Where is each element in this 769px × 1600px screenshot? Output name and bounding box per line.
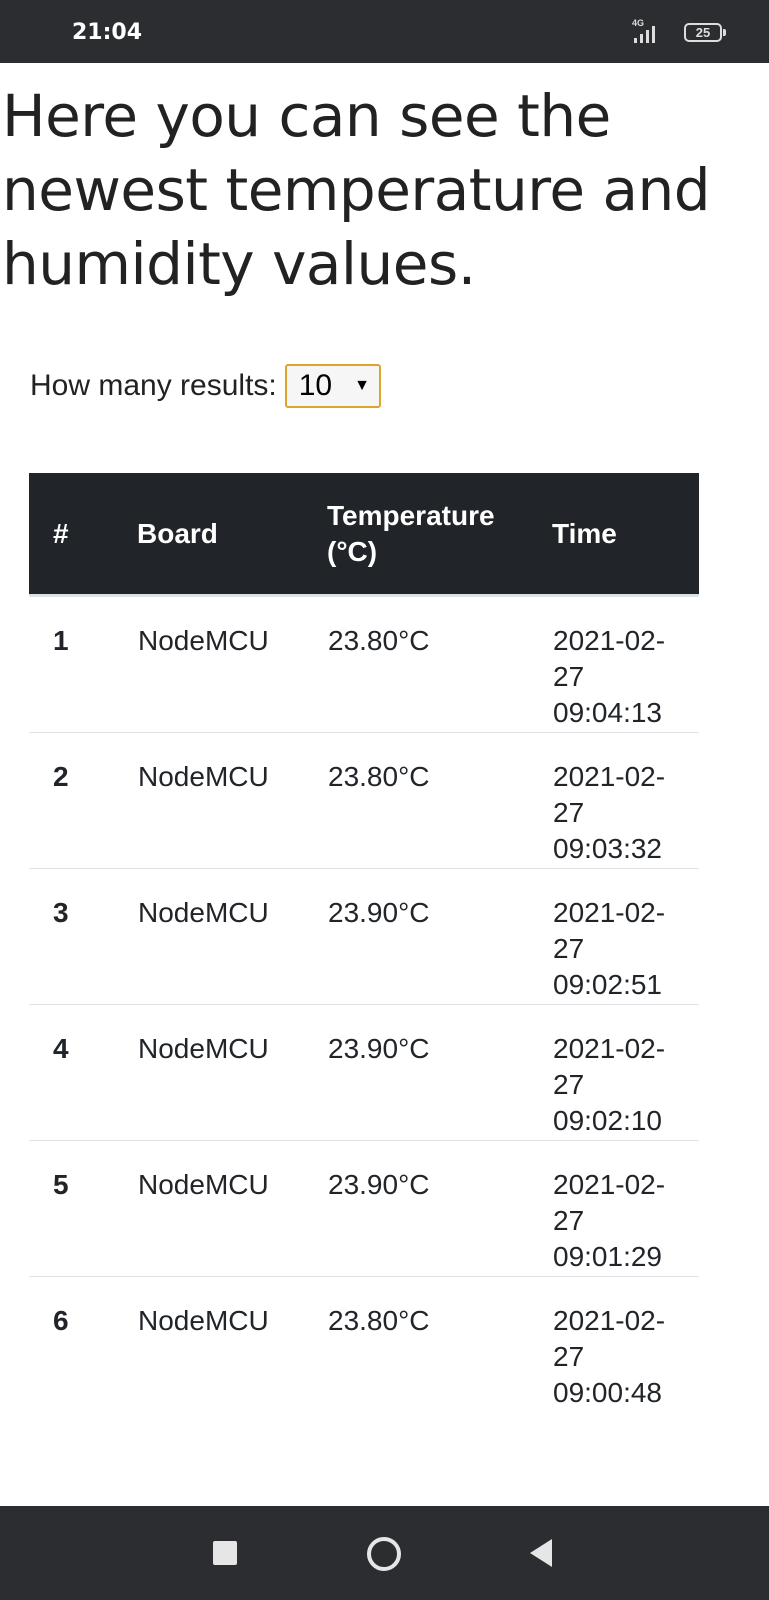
cell-time: 2021-02-27 09:01:29 [552,1141,699,1277]
battery-icon: 25 [684,23,726,42]
cell-index: 3 [53,897,69,928]
cell-index: 2 [53,761,69,792]
cell-time: 2021-02-27 09:02:10 [552,1005,699,1141]
readings-table: # Board Temperature (°C) Time 1 NodeMCU … [29,473,699,1412]
navigation-bar [0,1506,769,1600]
cell-temperature: 23.90°C [328,897,430,928]
table-row: 4 NodeMCU 23.90°C 2021-02-27 09:02:10 [29,1004,699,1141]
page-title: Here you can see the newest temperature … [2,82,711,298]
cell-time-value: 2021-02-27 09:04:13 [553,625,666,728]
results-select[interactable]: 10 ▼ [284,364,381,408]
table-row: 6 NodeMCU 23.80°C 2021-02-27 09:00:48 [29,1276,699,1413]
cell-time: 2021-02-27 09:02:51 [552,869,699,1005]
cell-board: NodeMCU [138,1033,269,1064]
table-row: 3 NodeMCU 23.90°C 2021-02-27 09:02:51 [29,868,699,1005]
results-filter: How many results: 10 ▼ [30,363,381,409]
column-header-time: Time [552,517,617,549]
cell-index: 4 [53,1033,69,1064]
cell-temperature: 23.80°C [328,1305,430,1336]
results-select-value: 10 [298,369,333,402]
table-row: 1 NodeMCU 23.80°C 2021-02-27 09:04:13 [29,595,699,733]
column-header-index: # [53,517,69,549]
network-type: 4G [632,18,645,28]
cell-index: 6 [53,1305,69,1336]
recents-square-icon[interactable] [213,1541,237,1565]
chevron-down-icon: ▼ [354,377,370,394]
cell-time-value: 2021-02-27 09:03:32 [553,761,666,864]
signal-icon: 4G [630,18,670,46]
cell-temperature: 23.80°C [328,625,430,656]
results-label: How many results: [30,369,277,402]
back-triangle-icon[interactable] [530,1539,552,1567]
table-row: 5 NodeMCU 23.90°C 2021-02-27 09:01:29 [29,1140,699,1277]
cell-board: NodeMCU [138,761,269,792]
column-header-temperature-label: Temperature (°C) [327,499,495,567]
status-bar: 21:04 4G 25 [0,0,769,63]
cell-time-value: 2021-02-27 09:02:51 [553,897,666,1000]
column-header-board: Board [137,517,218,549]
page-content: Here you can see the newest temperature … [0,63,769,1506]
cell-index: 1 [53,625,69,656]
battery-level: 25 [695,25,711,40]
home-circle-icon[interactable] [367,1537,401,1571]
column-header-temperature: Temperature (°C) [327,473,552,596]
cell-time-value: 2021-02-27 09:01:29 [553,1169,666,1272]
cell-time: 2021-02-27 09:03:32 [552,733,699,869]
cell-temperature: 23.90°C [328,1169,430,1200]
cell-board: NodeMCU [138,897,269,928]
cell-board: NodeMCU [138,1169,269,1200]
table-header-row: # Board Temperature (°C) Time [29,473,699,596]
status-time: 21:04 [72,20,143,45]
cell-time: 2021-02-27 09:00:48 [552,1277,699,1413]
cell-board: NodeMCU [138,625,269,656]
table-row: 2 NodeMCU 23.80°C 2021-02-27 09:03:32 [29,732,699,869]
cell-board: NodeMCU [138,1305,269,1336]
cell-index: 5 [53,1169,69,1200]
cell-time-value: 2021-02-27 09:00:48 [553,1305,666,1408]
cell-time-value: 2021-02-27 09:02:10 [553,1033,666,1136]
cell-temperature: 23.90°C [328,1033,430,1064]
cell-temperature: 23.80°C [328,761,430,792]
cell-time: 2021-02-27 09:04:13 [552,596,699,733]
